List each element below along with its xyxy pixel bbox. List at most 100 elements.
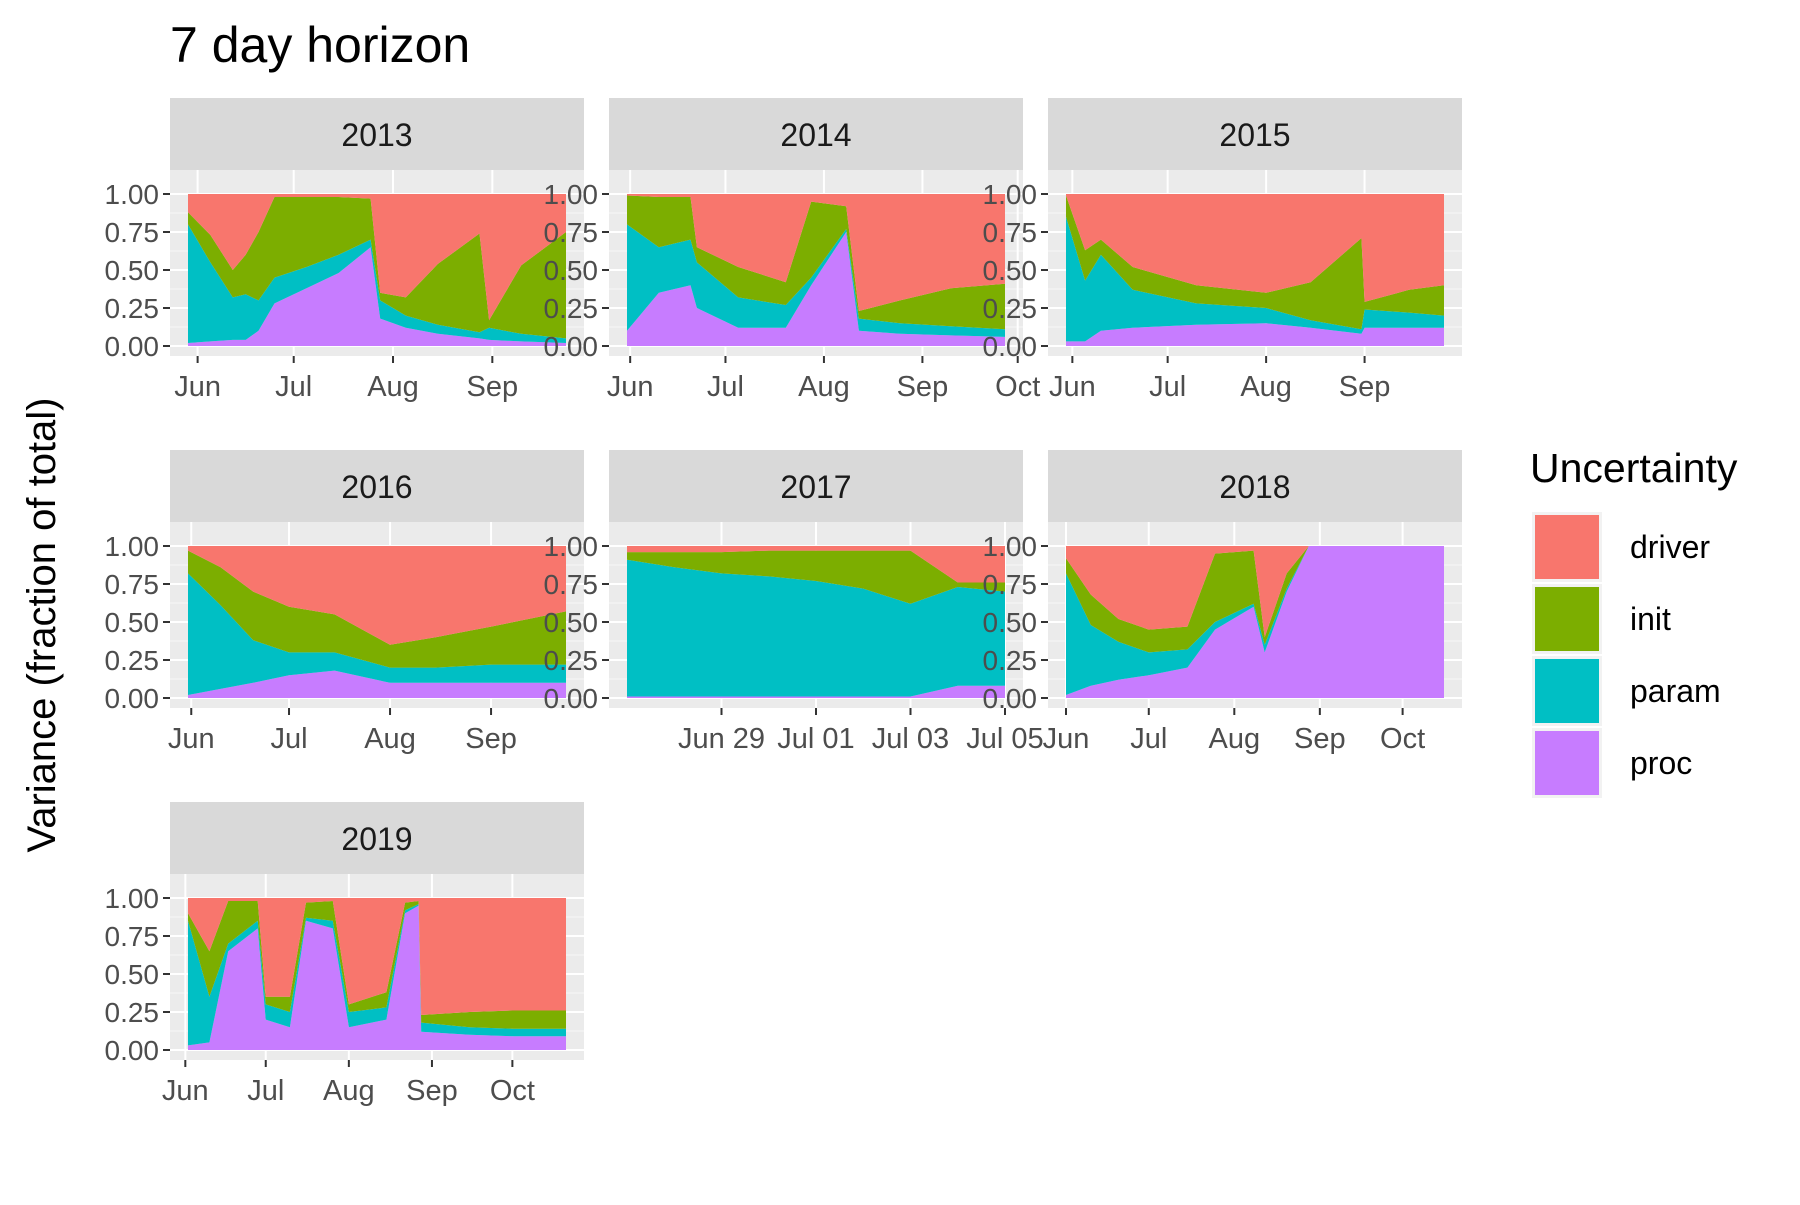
facet-strip bbox=[170, 802, 584, 874]
legend-item-label: param bbox=[1630, 673, 1721, 709]
facet-panel-2016: 2016 0.00 0.25 0.50 0.75 1.00 Jun Jul Aug Sep bbox=[105, 450, 584, 755]
y-tick-label: 0.50 bbox=[983, 607, 1038, 638]
legend-item-driver: driver bbox=[1532, 512, 1710, 582]
legend: Uncertainty driver init param proc bbox=[1530, 445, 1738, 798]
area-driver bbox=[188, 898, 566, 1015]
facet-panel-2018: 2018 0.00 0.25 0.50 0.75 1.00 Jun Jul Aug Sep Oct bbox=[983, 450, 1462, 755]
area-driver bbox=[188, 194, 566, 321]
chart-title: 7 day horizon bbox=[170, 17, 470, 73]
area-param bbox=[1066, 546, 1444, 695]
y-tick-label: 0.00 bbox=[983, 683, 1038, 714]
x-tick-label: Sep bbox=[897, 371, 949, 403]
area-proc bbox=[188, 247, 566, 346]
x-tick-label: Oct bbox=[490, 1075, 535, 1107]
y-tick-label: 0.25 bbox=[105, 293, 160, 324]
legend-item-param: param bbox=[1532, 656, 1721, 726]
facet-strip bbox=[1048, 450, 1462, 522]
x-tick-label: Sep bbox=[467, 371, 519, 403]
x-tick-label: Jul bbox=[270, 723, 307, 755]
area-driver bbox=[627, 546, 1005, 583]
y-tick-label: 0.75 bbox=[544, 569, 599, 600]
x-tick-label: Sep bbox=[465, 723, 517, 755]
facet-panel-2015: 2015 0.00 0.25 0.50 0.75 1.00 Jun Jul Aug Sep bbox=[983, 98, 1462, 403]
y-tick-label: 1.00 bbox=[105, 531, 160, 562]
x-tick-label: Jun bbox=[174, 371, 221, 403]
facet-panel-2019: 2019 0.00 0.25 0.50 0.75 1.00 Jun Jul Aug Sep Oct bbox=[105, 802, 584, 1107]
y-tick-label: 1.00 bbox=[983, 531, 1038, 562]
y-axis-label: Variance (fraction of total) bbox=[20, 397, 64, 852]
area-init bbox=[1066, 195, 1444, 330]
legend-key-swatch bbox=[1535, 731, 1599, 795]
x-tick-label: Jun bbox=[162, 1075, 209, 1107]
x-tick-label: Oct bbox=[995, 371, 1040, 403]
facet-strip-label: 2014 bbox=[780, 117, 851, 153]
area-init bbox=[188, 550, 566, 668]
y-tick-label: 0.50 bbox=[105, 607, 160, 638]
area-init bbox=[1066, 546, 1444, 653]
y-tick-label: 1.00 bbox=[544, 179, 599, 210]
y-tick-label: 0.25 bbox=[544, 293, 599, 324]
area-proc bbox=[188, 670, 566, 698]
facet-strip-label: 2018 bbox=[1219, 469, 1290, 505]
x-tick-label: Aug bbox=[1240, 371, 1292, 403]
y-tick-label: 0.50 bbox=[105, 255, 160, 286]
area-param bbox=[627, 559, 1005, 697]
area-proc bbox=[627, 232, 1005, 346]
y-tick-label: 0.75 bbox=[983, 569, 1038, 600]
area-init bbox=[188, 197, 566, 339]
facet-panel-2013: 2013 0.00 0.25 0.50 0.75 1.00 Jun Jul Aug Sep bbox=[105, 98, 584, 403]
facet-panel-2014: 2014 0.00 0.25 0.50 0.75 1.00 Jun Jul Aug Sep Oct bbox=[544, 98, 1040, 403]
legend-key-swatch bbox=[1535, 659, 1599, 723]
y-tick-label: 0.00 bbox=[105, 331, 160, 362]
area-param bbox=[188, 904, 566, 1046]
x-tick-label: Aug bbox=[367, 371, 419, 403]
y-tick-label: 0.75 bbox=[105, 921, 160, 952]
y-tick-label: 0.25 bbox=[544, 645, 599, 676]
area-init bbox=[188, 901, 566, 1029]
area-proc bbox=[627, 685, 1005, 698]
x-tick-label: Sep bbox=[1339, 371, 1391, 403]
y-tick-label: 0.00 bbox=[983, 331, 1038, 362]
area-driver bbox=[1066, 546, 1444, 638]
facet-strip bbox=[1048, 98, 1462, 170]
x-tick-label: Jul 03 bbox=[872, 723, 949, 755]
facet-strip-label: 2015 bbox=[1219, 117, 1290, 153]
y-tick-label: 0.25 bbox=[105, 997, 160, 1028]
y-tick-label: 1.00 bbox=[105, 179, 160, 210]
area-proc bbox=[1066, 546, 1444, 698]
legend-item-label: init bbox=[1630, 601, 1671, 637]
facet-strip-label: 2019 bbox=[341, 821, 412, 857]
facet-strip-label: 2016 bbox=[341, 469, 412, 505]
facet-strip bbox=[609, 450, 1023, 522]
area-param bbox=[188, 224, 566, 343]
y-tick-label: 0.50 bbox=[983, 255, 1038, 286]
legend-key-swatch bbox=[1535, 515, 1599, 579]
facet-strip bbox=[170, 450, 584, 522]
area-param bbox=[627, 224, 1005, 337]
y-tick-label: 0.25 bbox=[983, 293, 1038, 324]
x-tick-label: Jul 05 bbox=[966, 723, 1043, 755]
y-tick-label: 0.00 bbox=[544, 683, 599, 714]
y-tick-label: 0.00 bbox=[544, 331, 599, 362]
y-tick-label: 0.50 bbox=[544, 607, 599, 638]
x-tick-label: Jun bbox=[168, 723, 215, 755]
area-param bbox=[188, 573, 566, 695]
legend-item-label: driver bbox=[1630, 529, 1710, 565]
y-tick-label: 0.75 bbox=[105, 217, 160, 248]
y-tick-label: 0.75 bbox=[983, 217, 1038, 248]
y-tick-label: 0.25 bbox=[983, 645, 1038, 676]
y-tick-label: 0.00 bbox=[105, 1035, 160, 1066]
area-init bbox=[627, 550, 1005, 604]
y-tick-label: 0.75 bbox=[544, 217, 599, 248]
x-tick-label: Jul bbox=[247, 1075, 284, 1107]
x-tick-label: Jun 29 bbox=[678, 723, 765, 755]
area-param bbox=[1066, 216, 1444, 342]
area-driver bbox=[627, 194, 1005, 311]
x-tick-label: Jul bbox=[1130, 723, 1167, 755]
y-tick-label: 0.75 bbox=[105, 569, 160, 600]
legend-item-proc: proc bbox=[1532, 728, 1692, 798]
facet-strip-label: 2017 bbox=[780, 469, 851, 505]
